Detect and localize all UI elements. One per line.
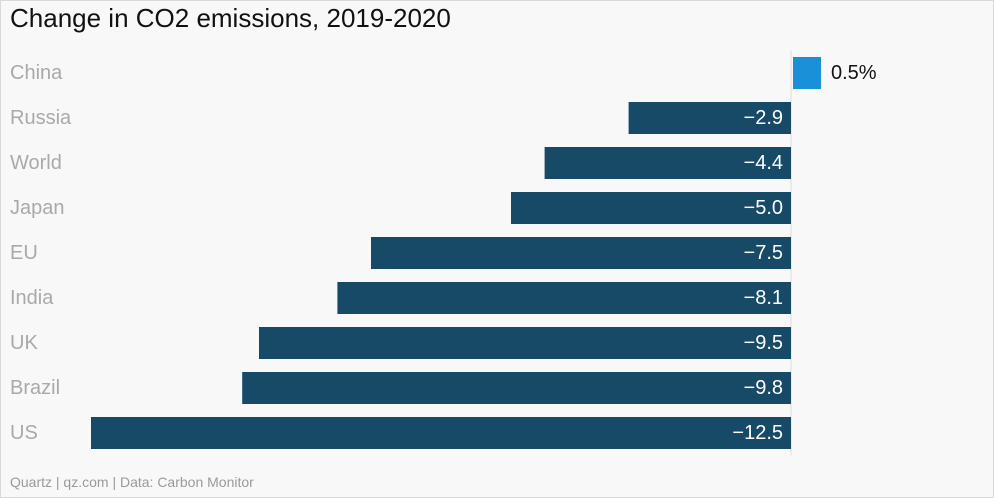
bar-japan [511,192,791,224]
category-label-eu: EU [10,242,38,264]
bar-uk [259,327,791,359]
value-label-brazil: −9.8 [744,377,783,399]
category-label-uk: UK [10,332,38,354]
value-label-us: −12.5 [732,422,783,444]
category-label-russia: Russia [10,107,72,129]
value-label-japan: −5.0 [744,197,783,219]
bar-china [793,57,821,89]
bar-brazil [242,372,791,404]
value-label-india: −8.1 [744,287,783,309]
bar-eu [371,237,791,269]
value-label-russia: −2.9 [744,107,783,129]
source-note: Quartz | qz.com | Data: Carbon Monitor [10,474,254,490]
bar-russia [628,102,791,134]
value-label-china: 0.5% [831,62,877,84]
chart-title: Change in CO2 emissions, 2019-2020 [10,3,451,33]
category-label-china: China [10,62,63,84]
value-label-uk: −9.5 [744,332,783,354]
bar-us [91,417,791,449]
category-label-japan: Japan [10,197,65,219]
bar-world [544,147,791,179]
value-label-world: −4.4 [744,152,783,174]
bar-india [337,282,791,314]
category-label-brazil: Brazil [10,377,60,399]
category-label-world: World [10,152,62,174]
value-label-eu: −7.5 [744,242,783,264]
category-label-india: India [10,287,54,309]
category-label-us: US [10,422,38,444]
